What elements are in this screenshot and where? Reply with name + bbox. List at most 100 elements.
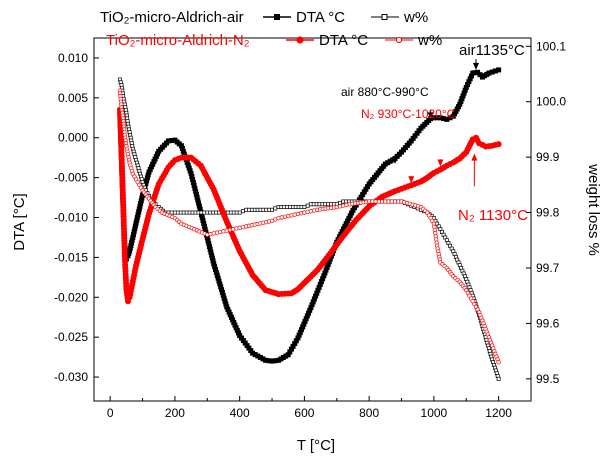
data-point [212,264,218,270]
data-point [240,338,246,344]
data-point [272,358,278,364]
data-point [132,223,138,229]
data-point [346,215,352,221]
data-point [150,161,156,167]
data-point [285,352,291,358]
data-point [232,322,238,328]
data-point [339,229,345,235]
data-point [138,198,144,204]
data-point [237,333,243,339]
data-point [302,318,308,324]
data-point [234,327,240,333]
legend-n2-w: w% [417,32,442,49]
legend-n2-sample: TiO₂-micro-Aldrich-N₂ [106,32,250,49]
annotation-arrow-head [427,112,434,120]
data-point [315,287,321,293]
data-point [495,141,502,148]
data-point [180,148,186,154]
axis-ticks: 0 200 400 600 800 1000 1200 0.010 0.005 0.000 -0.0… [54,39,566,420]
data-point [313,293,319,299]
data-point [468,73,474,79]
data-point [410,135,416,141]
data-point [273,206,278,211]
data-point [441,116,447,122]
annotation-arrows [392,59,479,187]
x-axis-label: T [°C] [297,437,335,454]
data-point [199,215,205,221]
annotation-arrow-head [471,153,478,161]
data-point [293,338,299,344]
annotation-arrow-head [392,157,399,165]
data-point [200,218,206,224]
data-point [257,354,263,360]
y-right-tick-label: 99.9 [536,150,560,164]
data-point [211,261,217,267]
data-point [214,272,220,278]
data-point [231,320,237,326]
data-point [128,243,134,249]
y-left-tick-label: 0.010 [58,51,88,65]
data-point [459,96,465,102]
data-point [144,175,150,181]
data-point [179,145,185,151]
x-tick-label: 1000 [421,406,448,420]
data-point [226,309,232,315]
data-point [434,115,440,121]
data-point [269,358,275,364]
data-point [341,226,347,232]
data-point [187,168,193,174]
data-point [199,212,205,218]
data-point [327,256,333,262]
series-1 [117,77,501,381]
data-point [215,275,221,281]
data-point [190,179,196,185]
data-point [408,138,414,144]
data-point [195,197,201,203]
data-point [486,70,492,76]
data-point [345,218,351,224]
data-point [219,289,225,295]
data-point [263,357,269,363]
x-tick-label: 200 [165,406,185,420]
data-point [244,343,250,349]
y-left-tick-label: -0.015 [54,250,88,264]
data-point [204,235,210,241]
data-point [250,350,256,356]
data-point [287,349,293,355]
data-point [153,153,159,159]
data-point [133,220,139,226]
data-point [323,267,329,273]
data-point [296,332,302,338]
data-point [155,151,161,157]
data-point [223,301,229,307]
data-point [361,189,367,195]
data-point [317,281,323,287]
legend-air-w: w% [403,9,428,26]
legend-air-w-marker [381,14,388,20]
data-point [140,192,146,198]
data-point [260,356,266,362]
data-point [444,116,450,122]
y-left-tick-label: 0.000 [58,131,88,145]
data-point [324,264,330,270]
data-point [224,304,230,310]
data-point [297,329,303,335]
data-point [255,353,261,359]
data-point [321,273,327,279]
data-point [266,358,272,364]
data-point [218,284,224,290]
data-point [152,156,158,162]
data-point [185,162,191,168]
data-point [414,130,420,136]
data-point [465,82,471,88]
data-point [431,115,437,121]
data-point [240,209,245,214]
data-point [305,203,310,208]
annotation-n2-range: N₂ 930°C-1020°C [361,107,456,121]
data-point [192,185,198,191]
data-point [127,245,133,251]
x-tick-label: 0 [107,406,114,420]
data-point [213,269,219,275]
annotation-n2-peak: N₂ 1130°C [458,207,528,224]
